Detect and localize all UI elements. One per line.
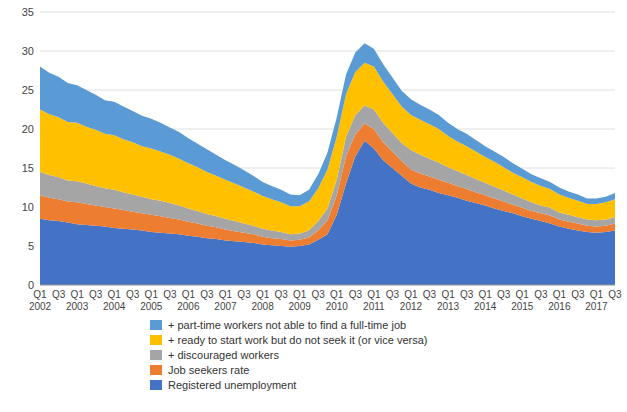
x-tick-label: Q12014 [474,289,497,312]
y-tick-label: 30 [22,45,34,57]
x-tick-label: Q3 [126,289,140,300]
grid-line [40,90,615,91]
grid-line [40,12,615,13]
legend-label: Registered unemployment [168,379,296,391]
x-tick-label: Q3 [497,289,511,300]
x-tick-label: Q3 [163,289,177,300]
legend-label: + part-time workers not able to find a f… [168,319,406,331]
x-tick-label: Q3 [52,289,66,300]
x-tick-label: Q12003 [66,289,89,312]
x-tick-label: Q12016 [548,289,571,312]
x-tick-label: Q3 [200,289,214,300]
x-tick-label: Q3 [571,289,585,300]
x-tick-label: Q12007 [214,289,237,312]
legend-label: Job seekers rate [168,364,249,376]
areas [40,43,615,285]
x-tick-label: Q12006 [177,289,200,312]
grid-line [40,285,615,286]
legend-label: + ready to start work but do not seek it… [168,334,428,346]
y-grid [40,12,615,285]
x-tick-label: Q12005 [140,289,163,312]
x-tick-label: Q12017 [585,289,608,312]
grid-line [40,51,615,52]
y-tick-label: 15 [22,162,34,174]
x-tick-label: Q3 [534,289,548,300]
x-tick-label: Q3 [274,289,288,300]
y-tick-label: 5 [28,240,34,252]
legend-swatch [150,320,162,330]
x-tick-label: Q12009 [289,289,312,312]
y-tick-label: 25 [22,84,34,96]
x-tick-label: Q12011 [363,289,385,312]
x-tick-label: Q3 [386,289,400,300]
area [40,43,615,206]
area [40,63,615,235]
legend-swatch [150,365,162,375]
x-tick-label: Q12010 [326,289,349,312]
x-tick-label: Q12013 [437,289,460,312]
chart: 05101520253035Q12002Q3Q12003Q3Q12004Q3Q1… [0,0,627,412]
x-tick-label: Q12004 [103,289,126,312]
y-tick-label: 20 [22,123,34,135]
legend-label: + discouraged workers [168,349,279,361]
y-tick-label: 35 [22,6,34,18]
legend-swatch [150,350,162,360]
x-tick-label: Q12002 [29,289,52,312]
x-axis-line [40,285,615,286]
x-tick-label: Q12008 [251,289,274,312]
x-tick-label: Q3 [312,289,326,300]
y-tick-label: 10 [22,201,34,213]
legend-swatch [150,380,162,390]
x-tick-label: Q3 [460,289,474,300]
legend-swatch [150,335,162,345]
x-tick-label: Q3 [608,289,622,300]
x-tick-label: Q3 [89,289,103,300]
x-tick-label: Q12012 [400,289,423,312]
x-tick-label: Q3 [349,289,363,300]
x-tick-label: Q12015 [511,289,534,312]
x-tick-label: Q3 [237,289,251,300]
legend: + part-time workers not able to find a f… [150,319,428,391]
x-tick-label: Q3 [423,289,437,300]
